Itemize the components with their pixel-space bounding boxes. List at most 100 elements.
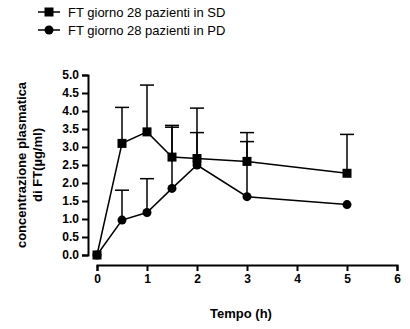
- error-bar: [115, 107, 129, 143]
- x-tick-label: 5: [344, 272, 351, 286]
- series-line: [97, 165, 347, 255]
- y-tick-label: 1.5: [62, 194, 79, 208]
- y-tick-mark: [82, 165, 88, 167]
- error-bar-stem: [146, 179, 148, 213]
- y-tick-mark: [82, 75, 88, 77]
- y-tick-label: 2.0: [62, 176, 79, 190]
- error-bar-cap: [340, 134, 354, 136]
- error-bar-stem: [146, 85, 148, 132]
- x-tick-mark: [97, 265, 99, 271]
- x-tick: 2: [194, 265, 201, 286]
- error-bar: [165, 127, 179, 188]
- data-point: [143, 208, 152, 217]
- y-axis-title-line: di FT(µg/ml): [30, 128, 45, 202]
- x-tick-mark: [397, 265, 399, 271]
- y-tick-label: 3.5: [62, 122, 79, 136]
- data-point: [118, 216, 127, 225]
- y-tick: 2.0: [62, 176, 88, 190]
- error-bar-cap: [165, 126, 179, 128]
- y-tick: 0.5: [62, 230, 88, 244]
- x-tick-label: 3: [244, 272, 251, 286]
- error-bar-stem: [196, 133, 198, 165]
- series: [93, 85, 355, 259]
- error-bar-cap: [240, 141, 254, 143]
- y-axis-title-line: concentrazione plasmatica: [14, 81, 29, 248]
- y-tick-mark: [82, 255, 88, 257]
- y-tick: 4.5: [62, 86, 88, 100]
- error-bar-stem: [171, 127, 173, 188]
- x-axis: 0 1 2 3 4 5 6: [94, 265, 401, 286]
- data-point: [93, 251, 102, 260]
- y-tick-label: 0.5: [62, 230, 79, 244]
- x-tick-label: 2: [194, 272, 201, 286]
- plot-area: [93, 85, 355, 259]
- legend-label: FT giorno 28 pazienti in PD: [68, 23, 225, 38]
- y-tick: 4.0: [62, 104, 88, 118]
- y-axis-title: concentrazione plasmaticadi FT(µg/ml): [14, 81, 45, 248]
- y-tick-mark: [82, 93, 88, 95]
- data-point: [343, 169, 352, 178]
- y-tick: 5.0: [62, 68, 88, 82]
- legend: FT giorno 28 pazienti in SD FT giorno 28 …: [38, 5, 225, 38]
- legend-marker: [45, 26, 54, 35]
- y-tick-label: 0.0: [62, 248, 79, 262]
- x-tick-mark: [247, 265, 249, 271]
- legend-item: FT giorno 28 pazienti in PD: [38, 23, 225, 38]
- legend-marker: [45, 8, 54, 17]
- x-tick: 4: [294, 265, 301, 286]
- x-tick-label: 0: [94, 272, 101, 286]
- x-tick-label: 1: [144, 272, 151, 286]
- y-tick: 3.5: [62, 122, 88, 136]
- data-point: [118, 139, 127, 148]
- x-tick-label: 4: [294, 272, 301, 286]
- x-tick: 3: [244, 265, 251, 286]
- error-bar-cap: [190, 132, 204, 134]
- y-tick-mark: [82, 237, 88, 239]
- y-tick-mark: [82, 147, 88, 149]
- y-axis-line: [82, 76, 89, 256]
- error-bar-cap: [190, 107, 204, 109]
- x-tick-mark: [197, 265, 199, 271]
- error-bar-cap: [140, 84, 154, 86]
- x-tick: 5: [344, 265, 351, 286]
- error-bar-cap: [115, 189, 129, 191]
- y-tick-mark: [82, 201, 88, 203]
- data-point: [168, 184, 177, 193]
- error-bar: [240, 142, 254, 197]
- y-tick-label: 4.0: [62, 104, 79, 118]
- y-tick-mark: [82, 183, 88, 185]
- y-tick-label: 3.0: [62, 140, 79, 154]
- series-line: [97, 132, 347, 255]
- x-tick: 6: [394, 265, 401, 286]
- y-axis: 0.0 0.5 1.0 1.5 2.0 2.5 3.0 3.5 4.0 4.5 5.0: [62, 68, 88, 262]
- data-point: [343, 200, 352, 209]
- error-bar-stem: [246, 142, 248, 197]
- error-bar-cap: [165, 125, 179, 127]
- y-tick-mark: [82, 111, 88, 113]
- error-bar-stem: [121, 107, 123, 143]
- y-tick: 2.5: [62, 158, 88, 172]
- y-tick: 1.0: [62, 212, 88, 226]
- chart: 0 1 2 3 4 5 6 0.0 0.5 1.0 1.5 2.0 2.5 3.0 3.5 4.0 4.5 5.0…: [0, 0, 410, 329]
- data-point: [143, 127, 152, 136]
- y-tick: 3.0: [62, 140, 88, 154]
- x-tick-mark: [347, 265, 349, 271]
- x-tick: 1: [144, 265, 151, 286]
- y-tick: 1.5: [62, 194, 88, 208]
- x-axis-line: [98, 266, 398, 272]
- y-tick: 0.0: [62, 248, 88, 262]
- x-tick-mark: [297, 265, 299, 271]
- data-point: [243, 192, 252, 201]
- error-bar: [190, 133, 204, 165]
- y-tick-label: 4.5: [62, 86, 79, 100]
- error-bar: [340, 134, 354, 173]
- data-point: [93, 251, 102, 260]
- y-tick-mark: [82, 129, 88, 131]
- data-point: [193, 161, 202, 170]
- error-bar-cap: [115, 107, 129, 109]
- y-tick-label: 1.0: [62, 212, 79, 226]
- x-axis-title: Tempo (h): [210, 306, 272, 321]
- y-tick-mark: [82, 219, 88, 221]
- legend-item: FT giorno 28 pazienti in SD: [38, 5, 225, 20]
- y-tick-label: 2.5: [62, 158, 79, 172]
